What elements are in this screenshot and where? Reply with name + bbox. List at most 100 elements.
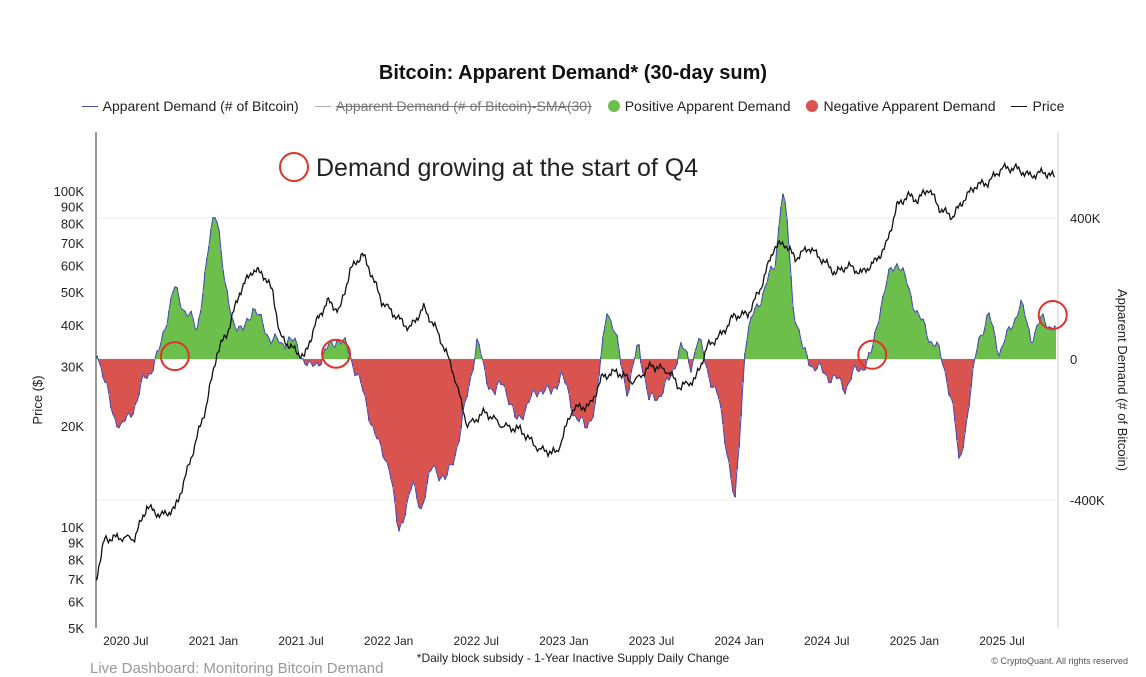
demand-bar	[118, 359, 120, 428]
copyright: © CryptoQuant. All rights reserved	[991, 656, 1128, 666]
demand-bar	[666, 359, 668, 377]
demand-bar	[890, 268, 892, 359]
demand-bar	[762, 293, 764, 359]
demand-bar	[1046, 329, 1048, 359]
demand-bar	[950, 359, 952, 398]
demand-bar	[1024, 316, 1026, 359]
demand-bar	[554, 359, 556, 387]
demand-bar	[234, 327, 236, 359]
demand-bar	[464, 359, 466, 402]
demand-bar	[796, 326, 798, 359]
demand-bar	[1026, 323, 1028, 359]
demand-bar	[836, 359, 838, 379]
demand-bar	[1048, 327, 1050, 359]
demand-bar	[878, 321, 880, 359]
demand-bar	[1010, 330, 1012, 359]
demand-bar	[284, 349, 286, 359]
demand-bar	[592, 359, 594, 417]
demand-bar	[382, 359, 384, 457]
demand-bar	[990, 322, 992, 359]
demand-bar	[270, 344, 272, 359]
demand-bar	[844, 359, 846, 394]
demand-bar	[1008, 327, 1010, 359]
demand-bar	[782, 194, 784, 359]
demand-bar	[134, 359, 136, 405]
demand-bar	[266, 335, 268, 359]
demand-bar	[530, 359, 532, 397]
x-tick-label: 2025 Jul	[979, 634, 1024, 648]
demand-bar	[116, 359, 118, 427]
price-tick-label: 40K	[61, 318, 84, 333]
demand-bar	[420, 359, 422, 509]
demand-bar	[510, 359, 512, 404]
demand-bar	[388, 359, 390, 469]
demand-bar	[144, 359, 146, 378]
demand-bar	[834, 359, 836, 375]
demand-bar	[252, 309, 254, 359]
demand-bar	[714, 359, 716, 386]
demand-bar	[358, 359, 360, 374]
demand-bar	[122, 359, 124, 422]
demand-bar	[848, 359, 850, 382]
x-tick-label: 2021 Jan	[189, 634, 238, 648]
demand-bar	[406, 359, 408, 502]
demand-bar	[774, 269, 776, 359]
demand-tick-label: 0	[1070, 352, 1077, 367]
demand-bar	[784, 202, 786, 359]
demand-bar	[916, 311, 918, 359]
price-tick-label: 20K	[61, 419, 84, 434]
demand-bar	[568, 359, 570, 393]
demand-bar	[386, 359, 388, 462]
demand-bar	[534, 359, 536, 392]
demand-bar	[438, 359, 440, 481]
demand-bar	[242, 331, 244, 359]
demand-bar	[584, 359, 586, 428]
demand-bar	[516, 359, 518, 419]
demand-bar	[434, 359, 436, 466]
demand-bar	[962, 359, 964, 448]
demand-bar	[114, 359, 116, 418]
demand-bar	[752, 315, 754, 359]
demand-bar	[930, 341, 932, 359]
demand-bar	[522, 359, 524, 420]
demand-bar	[772, 269, 774, 359]
demand-bar	[766, 283, 768, 359]
demand-bar	[914, 312, 916, 359]
demand-bar	[246, 319, 248, 359]
demand-bar	[446, 359, 448, 475]
demand-bar	[906, 284, 908, 359]
demand-bar	[566, 359, 568, 385]
demand-bar	[422, 359, 424, 504]
x-tick-label: 2024 Jul	[804, 634, 849, 648]
y-axis-left-label: Price ($)	[30, 375, 45, 424]
price-tick-label: 7K	[68, 572, 84, 587]
demand-bar	[1032, 342, 1034, 359]
demand-bar	[730, 359, 732, 478]
cutoff-text: Live Dashboard: Monitoring Bitcoin Deman…	[90, 660, 384, 677]
demand-bar	[414, 359, 416, 486]
demand-bar	[720, 359, 722, 408]
demand-bar	[1020, 301, 1022, 359]
demand-bar	[244, 325, 246, 359]
demand-bar	[238, 326, 240, 359]
demand-bar	[194, 328, 196, 359]
demand-bar	[404, 359, 406, 516]
demand-bar	[104, 359, 106, 382]
demand-bar	[264, 333, 266, 359]
demand-bar	[590, 359, 592, 421]
demand-bar	[1022, 305, 1024, 359]
demand-bar	[448, 359, 450, 465]
demand-bar	[610, 321, 612, 359]
demand-bar	[412, 359, 414, 482]
demand-bar	[248, 320, 250, 359]
demand-bar	[514, 359, 516, 417]
demand-bar	[112, 359, 114, 414]
demand-bar	[254, 309, 256, 359]
demand-bar	[378, 359, 380, 439]
price-tick-label: 90K	[61, 199, 84, 214]
demand-bar	[928, 343, 930, 359]
demand-bar	[538, 359, 540, 392]
demand-bar	[290, 339, 292, 359]
demand-bar	[142, 359, 144, 375]
y-axis-right-label: Apparent Demand (# of Bitcoin)	[1115, 289, 1130, 471]
